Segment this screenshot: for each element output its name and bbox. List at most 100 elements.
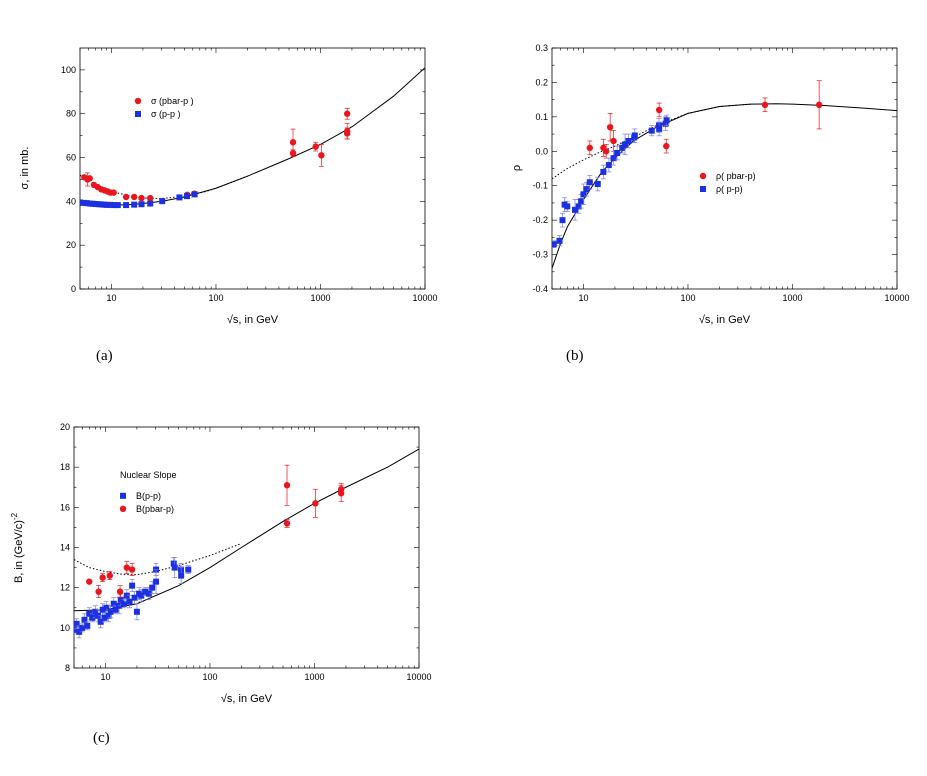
data-point-square <box>138 201 145 208</box>
legend-label: ρ( pbar-p) <box>716 171 756 181</box>
data-point-circle <box>138 194 145 202</box>
data-point-square <box>131 201 138 208</box>
y-tick-label: 12 <box>60 583 70 593</box>
data-point-circle <box>110 189 117 196</box>
x-tick-label: 1000 <box>310 293 330 303</box>
data-point-square <box>622 141 629 148</box>
curve-fit-solid <box>80 67 425 206</box>
x-axis-title: √s, in GeV <box>227 314 279 326</box>
y-tick-label: 20 <box>60 422 70 432</box>
data-point-square <box>552 241 557 248</box>
chart-panel-c: 10 100 1000 10000 8 10 12 14 16 18 20 √s, in GeV B, … <box>10 422 432 746</box>
y-tick-label: -0.2 <box>532 215 548 225</box>
y-tick-label: 0 <box>71 284 76 294</box>
data-point-circle <box>815 101 823 109</box>
y-tick-label: 100 <box>61 65 76 75</box>
data-point-square <box>112 606 119 613</box>
data-point-square <box>631 132 638 139</box>
data-point-circle <box>106 572 113 579</box>
y-tick-label: -0.3 <box>532 250 548 260</box>
data-point-square <box>123 202 130 209</box>
y-tick-label: 80 <box>66 109 76 119</box>
data-point-square <box>663 117 670 124</box>
data-point-circle <box>312 500 319 507</box>
data-point-square <box>129 582 136 589</box>
plot-frame <box>79 47 426 290</box>
data-point-square <box>183 193 190 200</box>
data-point-square <box>578 198 585 205</box>
x-tick-label: 10 <box>106 293 116 303</box>
data-point-circle <box>602 148 610 155</box>
y-tick-label: 8 <box>65 663 70 673</box>
data-point-square <box>89 614 96 621</box>
data-point-circle <box>99 574 106 581</box>
data-point-square <box>149 584 156 591</box>
legend-title: Nuclear Slope <box>120 470 177 480</box>
y-axis-title-exponent: -2 <box>10 512 19 520</box>
data-point-square <box>594 180 601 187</box>
x-tick-label: 1000 <box>782 293 802 303</box>
x-axis-title: √s, in GeV <box>221 693 273 705</box>
data-point-circle <box>312 143 319 150</box>
plot-area <box>80 67 425 209</box>
data-point-square <box>126 598 133 605</box>
legend-marker-circle <box>119 505 127 512</box>
data-point-square <box>142 588 149 595</box>
x-tick-label: 100 <box>680 293 695 303</box>
x-tick-label: 10000 <box>884 293 909 303</box>
data-point-square <box>600 168 607 175</box>
data-point-circle <box>606 123 614 131</box>
legend-label: ρ( p-p) <box>716 184 743 194</box>
data-point-circle <box>128 566 136 573</box>
data-point-circle <box>761 101 769 109</box>
legend-marker-circle <box>699 172 707 180</box>
data-point-square <box>605 162 612 169</box>
data-point-circle <box>610 137 617 145</box>
data-point-square <box>171 564 178 571</box>
data-point-square <box>619 144 626 151</box>
y-axis-title: σ, in mb. <box>19 147 31 190</box>
data-point-circle <box>130 193 138 201</box>
data-point-square <box>107 608 114 615</box>
data-point-circle <box>95 588 102 595</box>
y-axis-title: B, in (GeV/c)-2 <box>10 512 25 583</box>
data-point-circle <box>318 152 325 159</box>
legend-label: B(p-p) <box>136 491 161 501</box>
data-point-square <box>105 612 112 619</box>
data-point-square <box>92 200 99 207</box>
data-point-square <box>103 604 110 611</box>
data-point-square <box>191 191 198 198</box>
data-point-circle <box>655 106 663 114</box>
data-point-circle <box>586 144 594 152</box>
data-point-circle <box>86 578 93 585</box>
data-point-square <box>103 201 110 208</box>
data-point-circle <box>116 588 124 595</box>
data-point-square <box>610 155 617 162</box>
data-point-square <box>614 150 621 157</box>
data-point-square <box>97 618 104 625</box>
plot-area <box>552 80 897 269</box>
data-point-square <box>564 203 571 210</box>
data-point-square <box>81 616 88 623</box>
data-point-square <box>114 202 121 209</box>
data-point-square <box>583 186 590 193</box>
data-point-square <box>159 198 166 205</box>
data-point-square <box>131 594 138 601</box>
x-tick-label: 1000 <box>304 672 324 682</box>
data-point-square <box>95 612 102 619</box>
curve-fit-dotted <box>74 543 242 576</box>
y-tick-label: 16 <box>60 502 70 512</box>
data-point-square <box>556 237 563 244</box>
y-tick-label: 0.0 <box>535 146 548 156</box>
data-point-circle <box>123 564 130 571</box>
data-point-square <box>76 628 83 635</box>
data-point-square <box>656 125 663 132</box>
plot-frame <box>551 47 898 290</box>
y-tick-label: 60 <box>66 153 76 163</box>
data-point-square <box>101 614 108 621</box>
y-axis-title-text: B, in (GeV/c) <box>13 520 25 583</box>
y-axis-title: ρ <box>511 165 523 171</box>
panel-caption: (c) <box>93 730 110 746</box>
data-point-square <box>178 572 185 579</box>
